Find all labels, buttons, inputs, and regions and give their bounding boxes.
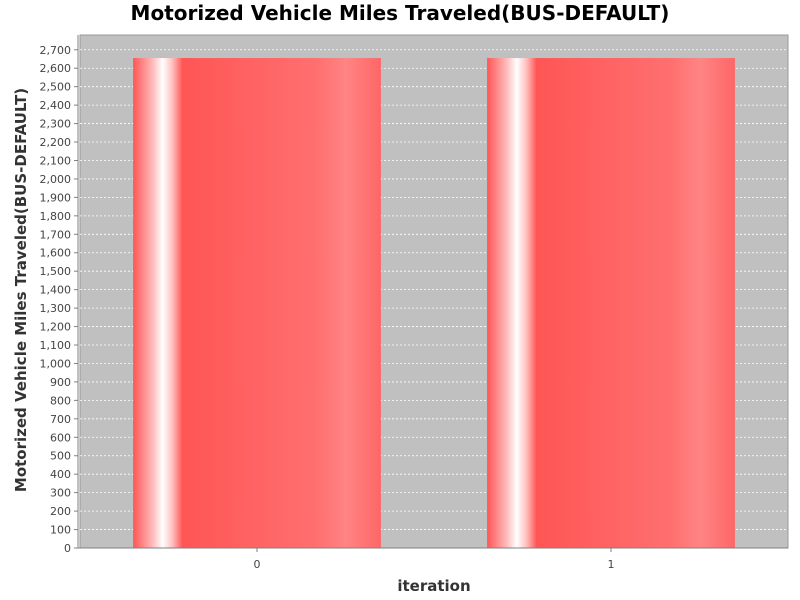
x-tick-label: 0 (254, 558, 261, 571)
y-axis-label: Motorized Vehicle Miles Traveled(BUS-DEF… (12, 88, 30, 492)
y-tick-label: 1,700 (40, 228, 72, 241)
x-axis-label: iteration (397, 577, 470, 595)
bars (133, 58, 735, 548)
y-tick-label: 900 (50, 376, 71, 389)
y-tick-label: 1,000 (40, 357, 72, 370)
y-tick-label: 2,300 (40, 118, 72, 131)
y-tick-label: 2,400 (40, 99, 72, 112)
y-tick-label: 2,100 (40, 154, 72, 167)
y-tick-label: 1,500 (40, 265, 72, 278)
y-tick-label: 500 (50, 450, 71, 463)
y-tick-label: 2,700 (40, 44, 72, 57)
y-tick-label: 400 (50, 468, 71, 481)
y-tick-label: 1,400 (40, 284, 72, 297)
y-tick-label: 600 (50, 431, 71, 444)
y-tick-label: 2,200 (40, 136, 72, 149)
chart-title: Motorized Vehicle Miles Traveled(BUS-DEF… (131, 1, 670, 25)
bar-0 (133, 58, 381, 548)
y-tick-label: 300 (50, 487, 71, 500)
y-tick-label: 1,600 (40, 247, 72, 260)
y-tick-label: 0 (64, 542, 71, 555)
y-tick-label: 1,300 (40, 302, 72, 315)
y-tick-label: 1,900 (40, 191, 72, 204)
y-tick-label: 100 (50, 524, 71, 537)
y-tick-label: 800 (50, 394, 71, 407)
bar-1 (487, 58, 735, 548)
y-tick-label: 1,100 (40, 339, 72, 352)
y-tick-label: 2,600 (40, 62, 72, 75)
y-tick-label: 1,200 (40, 321, 72, 334)
y-tick-label: 2,500 (40, 81, 72, 94)
y-tick-label: 1,800 (40, 210, 72, 223)
y-tick-label: 2,000 (40, 173, 72, 186)
x-tick-label: 1 (608, 558, 615, 571)
y-axis-ticks: 0 100 200 300 400 500 600 700 800 900 1,000 1,100 1,… (40, 44, 78, 555)
y-tick-label: 200 (50, 505, 71, 518)
y-tick-label: 700 (50, 413, 71, 426)
